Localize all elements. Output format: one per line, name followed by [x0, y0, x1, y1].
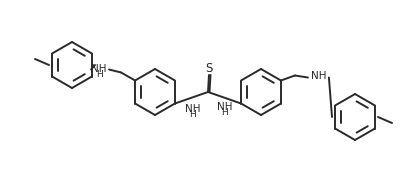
Text: H: H [189, 110, 195, 119]
Text: NH: NH [184, 104, 200, 114]
Text: H: H [221, 108, 228, 117]
Text: S: S [205, 61, 212, 75]
Text: NH: NH [91, 63, 107, 73]
Text: NH: NH [216, 102, 232, 112]
Text: NH: NH [311, 70, 326, 80]
Text: H: H [95, 70, 102, 79]
